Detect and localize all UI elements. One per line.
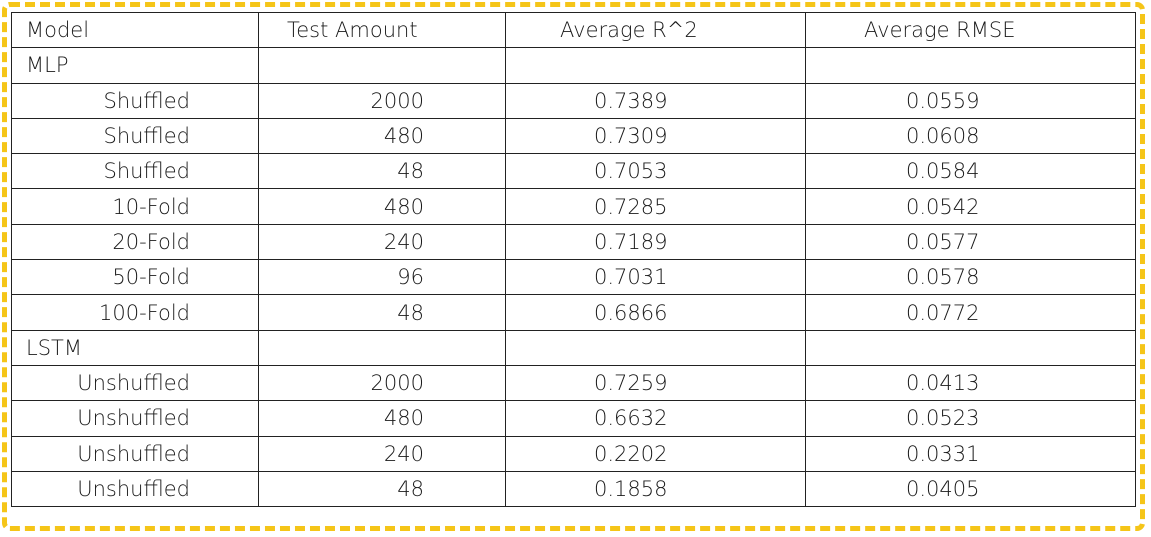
table-row: Unshuffled 2000 0.7259 0.0413 [11,364,1136,402]
rmse-cell: 0.0542 [805,188,1136,225]
rmse-cell: 0.0608 [805,117,1136,155]
test-amount-cell: 96 [258,259,506,296]
table-row: Unshuffled 48 0.1858 0.0405 [11,470,1136,508]
r2-cell: 0.7285 [505,188,806,225]
table-row: 100-Fold 48 0.6866 0.0772 [11,294,1136,331]
method-cell: Unshuffled [11,400,259,437]
group-label: LSTM [11,329,259,366]
test-amount-cell: 2000 [258,364,506,402]
table-row: Shuffled 48 0.7053 0.0584 [11,153,1136,190]
table-row: 10-Fold 480 0.7285 0.0542 [11,188,1136,225]
r2-cell: 0.6866 [505,294,806,331]
rmse-cell: 0.0577 [805,223,1136,261]
rmse-cell: 0.0772 [805,294,1136,331]
test-amount-cell: 480 [258,400,506,437]
header-test-amount: Test Amount [258,11,506,49]
rmse-cell: 0.0584 [805,153,1136,190]
test-amount-cell: 48 [258,153,506,190]
header-average-r2: Average R^2 [505,11,806,49]
rmse-cell: 0.0578 [805,259,1136,296]
rmse-cell: 0.0523 [805,400,1136,437]
r2-cell: 0.1858 [505,470,806,508]
test-amount-cell: 240 [258,223,506,261]
header-average-rmse: Average RMSE [805,11,1136,49]
method-cell: Unshuffled [11,470,259,508]
table-row: 50-Fold 96 0.7031 0.0578 [11,259,1136,296]
rmse-cell: 0.0405 [805,470,1136,508]
test-amount-cell: 480 [258,188,506,225]
method-cell: Unshuffled [11,435,259,472]
group-label: MLP [11,47,259,84]
r2-cell: 0.2202 [505,435,806,472]
table-row: Shuffled 480 0.7309 0.0608 [11,117,1136,155]
header-model: Model [11,11,259,49]
method-cell: Shuffled [11,153,259,190]
dashed-frame [2,2,1145,531]
table-row: Unshuffled 240 0.2202 0.0331 [11,435,1136,472]
method-cell: 50-Fold [11,259,259,296]
empty-cell [258,329,506,366]
r2-cell: 0.7189 [505,223,806,261]
r2-cell: 0.7259 [505,364,806,402]
r2-cell: 0.6632 [505,400,806,437]
method-cell: Shuffled [11,82,259,119]
r2-cell: 0.7309 [505,117,806,155]
header-row: Model Test Amount Average R^2 Average RM… [11,11,1136,49]
empty-cell [258,47,506,84]
r2-cell: 0.7053 [505,153,806,190]
results-table: Model Test Amount Average R^2 Average RM… [11,11,1136,508]
empty-cell [505,47,806,84]
method-cell: Shuffled [11,117,259,155]
table-row: 20-Fold 240 0.7189 0.0577 [11,223,1136,261]
method-cell: Unshuffled [11,364,259,402]
rmse-cell: 0.0413 [805,364,1136,402]
r2-cell: 0.7389 [505,82,806,119]
group-row-mlp: MLP [11,47,1136,84]
method-cell: 10-Fold [11,188,259,225]
method-cell: 100-Fold [11,294,259,331]
test-amount-cell: 240 [258,435,506,472]
group-row-lstm: LSTM [11,329,1136,366]
test-amount-cell: 48 [258,294,506,331]
empty-cell [505,329,806,366]
method-cell: 20-Fold [11,223,259,261]
test-amount-cell: 480 [258,117,506,155]
empty-cell [805,329,1136,366]
test-amount-cell: 2000 [258,82,506,119]
rmse-cell: 0.0331 [805,435,1136,472]
test-amount-cell: 48 [258,470,506,508]
rmse-cell: 0.0559 [805,82,1136,119]
r2-cell: 0.7031 [505,259,806,296]
table-row: Shuffled 2000 0.7389 0.0559 [11,82,1136,119]
table-row: Unshuffled 480 0.6632 0.0523 [11,400,1136,437]
table-body: Model Test Amount Average R^2 Average RM… [11,11,1136,508]
empty-cell [805,47,1136,84]
